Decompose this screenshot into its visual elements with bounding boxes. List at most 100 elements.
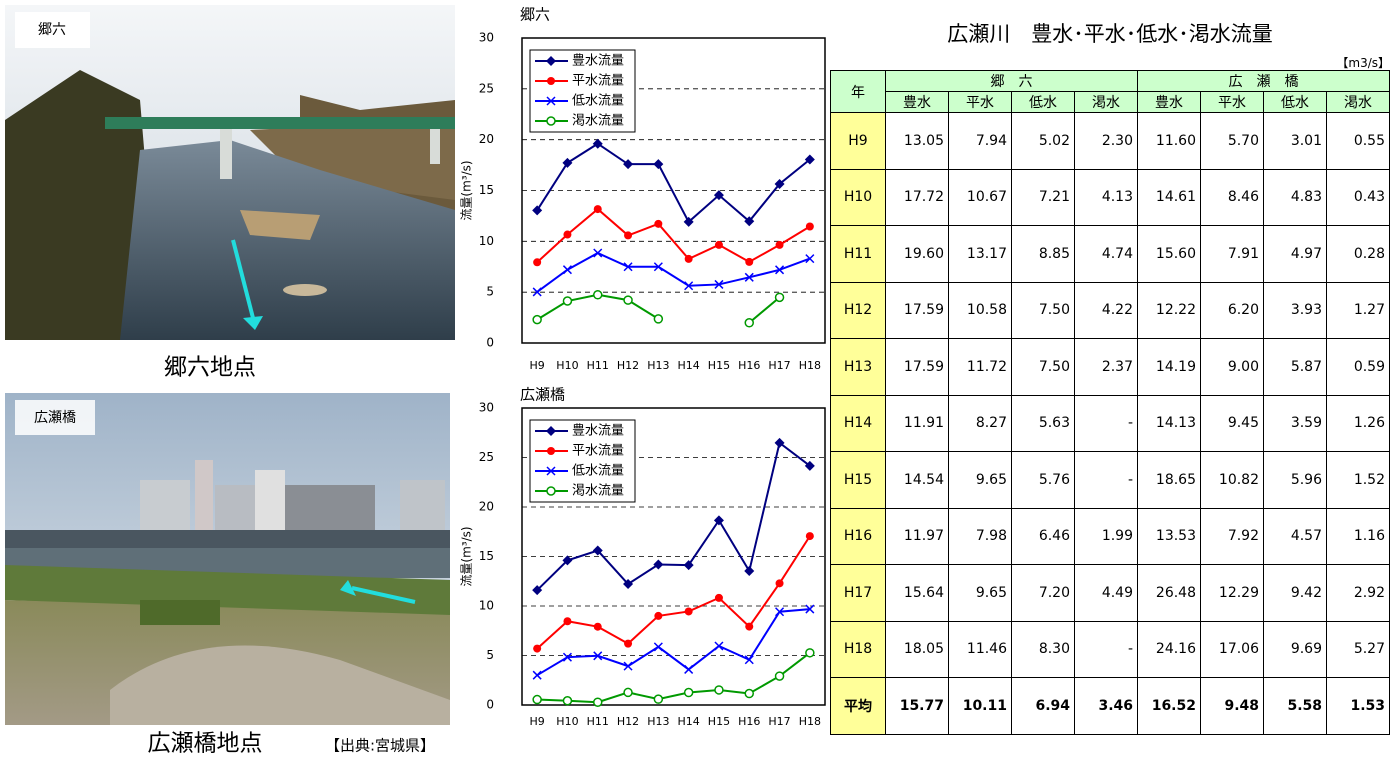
marker (623, 661, 633, 671)
table-cell: 3.46 (1074, 677, 1138, 735)
table-cell: 14.61 (1137, 168, 1201, 226)
x-tick-label: H17 (768, 359, 790, 372)
table-cell: 8.85 (1011, 225, 1075, 283)
table-cell: 7.98 (948, 507, 1012, 565)
table-cell: 渇水 (1074, 91, 1138, 113)
table-cell: 2.92 (1326, 564, 1390, 622)
marker (653, 159, 664, 170)
table-cell: 1.26 (1326, 394, 1390, 452)
marker (592, 138, 603, 149)
table-cell: - (1074, 620, 1138, 678)
marker (624, 231, 633, 240)
table-row: 平均 15.77 10.11 6.94 3.46 16.52 9.48 5.58 1.53 (830, 677, 1390, 735)
table-cell: 11.46 (948, 620, 1012, 678)
x-tick-label: H12 (617, 359, 639, 372)
chart-title: 郷六 (520, 6, 550, 24)
marker (593, 290, 603, 300)
marker (805, 648, 815, 658)
marker (532, 670, 542, 680)
x-tick-label: H10 (556, 359, 578, 372)
legend-marker (546, 116, 556, 126)
y-tick-label: 5 (486, 648, 494, 662)
table-row: H16 11.97 7.98 6.46 1.99 13.53 7.92 4.57 1.16 (830, 507, 1390, 565)
table-cell: 4.83 (1263, 168, 1327, 226)
table-cell: 2.37 (1074, 338, 1138, 396)
marker (532, 287, 542, 297)
plot-frame (521, 37, 826, 344)
marker (684, 607, 693, 616)
table-cell: 7.50 (1011, 338, 1075, 396)
x-tick-label: H11 (587, 715, 609, 728)
y-tick-label: 10 (479, 234, 494, 248)
marker (654, 219, 663, 228)
x-tick-label: H14 (678, 715, 700, 728)
marker (653, 642, 663, 652)
marker (683, 216, 694, 227)
marker (653, 559, 664, 570)
table-cell: - (1074, 394, 1138, 452)
table-cell: 4.57 (1263, 507, 1327, 565)
marker (533, 644, 542, 653)
y-tick-label: 0 (486, 336, 494, 350)
marker (684, 281, 694, 291)
table-cell: 0.55 (1326, 112, 1390, 170)
table-cell: 平水 (1200, 91, 1264, 113)
table-cell: 7.21 (1011, 168, 1075, 226)
marker (774, 437, 785, 448)
table-cell: 14.13 (1137, 394, 1201, 452)
y-tick-label: 0 (486, 698, 494, 712)
header-row: 豊水 平水 低水 渇水 豊水 平水 低水 渇水 (831, 91, 1390, 113)
x-tick-label: H13 (647, 715, 669, 728)
x-tick-label: H11 (587, 359, 609, 372)
marker (805, 222, 814, 231)
table-cell: 10.58 (948, 281, 1012, 339)
table-cell: 11.72 (948, 338, 1012, 396)
legend-label: 渇水流量 (572, 113, 624, 129)
table-cell: 3.01 (1263, 112, 1327, 170)
table-cell: 0.43 (1326, 168, 1390, 226)
table-cell: 7.50 (1011, 281, 1075, 339)
table-cell: 7.94 (948, 112, 1012, 170)
table-row: H10 17.72 10.67 7.21 4.13 14.61 8.46 4.83 0.43 (830, 168, 1390, 226)
table-cell: 12.29 (1200, 564, 1264, 622)
legend-label: 平水流量 (572, 444, 624, 459)
y-axis-label: 流量(m³/s) (460, 160, 474, 220)
y-tick-label: 25 (479, 450, 494, 464)
table-cell: 渇水 (1326, 91, 1390, 113)
table-cell: 9.45 (1200, 394, 1264, 452)
table-cell: 郷 六 (885, 70, 1138, 92)
marker (744, 272, 754, 282)
table-cell: 10.11 (948, 677, 1012, 735)
marker (714, 593, 723, 602)
series-line (537, 652, 811, 704)
series-line (536, 535, 811, 650)
marker (774, 292, 785, 303)
marker (533, 258, 542, 267)
marker (805, 604, 815, 614)
y-tick-label: 5 (486, 285, 494, 299)
table-cell: 0.59 (1326, 338, 1390, 396)
marker (805, 254, 815, 264)
series-line (536, 142, 811, 224)
photo-goroku: 郷六 (5, 5, 455, 340)
marker (774, 671, 785, 681)
legend-marker (547, 77, 555, 85)
legend-label: 渇水流量 (572, 483, 624, 499)
marker (775, 579, 784, 588)
table-cell: 1.52 (1326, 451, 1390, 509)
table-cell: H12 (830, 281, 886, 339)
table-cell: 6.94 (1011, 677, 1075, 735)
table-cell: 18.05 (885, 620, 949, 678)
marker (623, 295, 633, 305)
table-row: H13 17.59 11.72 7.50 2.37 14.19 9.00 5.87 0.59 (830, 338, 1390, 396)
x-tick-label: H9 (530, 715, 545, 728)
table-cell: 4.22 (1074, 281, 1138, 339)
series-line (536, 608, 810, 677)
marker (532, 314, 542, 325)
marker (653, 314, 664, 324)
table-cell: 豊水 (885, 91, 949, 113)
table-cell: 12.22 (1137, 281, 1201, 339)
table-row: H12 17.59 10.58 7.50 4.22 12.22 6.20 3.93 1.27 (830, 281, 1390, 339)
